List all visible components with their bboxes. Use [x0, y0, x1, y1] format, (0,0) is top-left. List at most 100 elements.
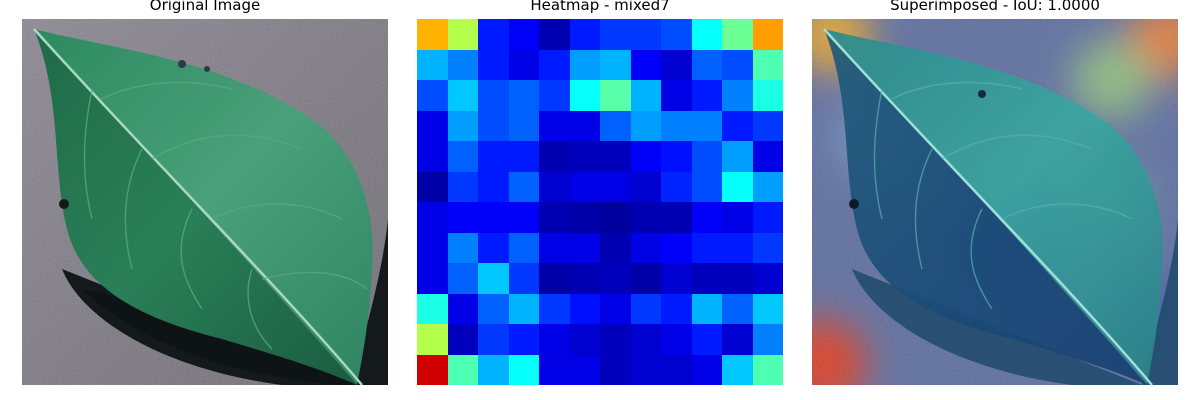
heatmap-cell [417, 263, 448, 294]
heatmap-cell [722, 141, 753, 172]
heatmap-cell [722, 80, 753, 111]
heatmap-cell [508, 110, 539, 141]
heatmap-cell [661, 232, 692, 263]
heatmap-cell [539, 141, 570, 172]
heatmap-cell [630, 19, 661, 50]
heatmap-cell [539, 202, 570, 233]
heatmap-cell [478, 324, 509, 355]
heatmap-cell [417, 202, 448, 233]
heatmap-cell [600, 19, 631, 50]
heatmap-cell [630, 49, 661, 80]
heatmap-cell [722, 202, 753, 233]
heatmap-cell [630, 293, 661, 324]
heatmap-cell [752, 49, 783, 80]
heatmap-cell [539, 293, 570, 324]
superimposed-title: Superimposed - IoU: 1.0000 [890, 0, 1100, 14]
original-image-title: Original Image [149, 0, 261, 14]
heatmap-cell [447, 263, 478, 294]
heatmap-panel [417, 19, 783, 385]
heatmap-cell [630, 171, 661, 202]
heatmap-cell [508, 49, 539, 80]
heatmap-cell [600, 324, 631, 355]
heatmap-cell [417, 49, 448, 80]
heatmap-cell [569, 324, 600, 355]
superimposed-image [812, 19, 1178, 385]
heatmap-cell [478, 19, 509, 50]
heatmap-cell [569, 171, 600, 202]
heatmap-cell [417, 141, 448, 172]
heatmap-cell [539, 110, 570, 141]
heatmap-cell [508, 232, 539, 263]
heatmap-cell [691, 354, 722, 385]
heatmap-cell [600, 202, 631, 233]
heatmap-cell [600, 141, 631, 172]
heatmap-cell [600, 232, 631, 263]
heatmap-cell [447, 293, 478, 324]
heatmap-cell [478, 110, 509, 141]
heatmap-grid [417, 19, 783, 385]
heatmap-cell [752, 19, 783, 50]
heatmap-cell [447, 354, 478, 385]
heatmap-cell [569, 263, 600, 294]
heatmap-cell [447, 19, 478, 50]
heatmap-cell [539, 324, 570, 355]
heatmap-cell [691, 263, 722, 294]
heatmap-cell [600, 354, 631, 385]
heatmap-cell [691, 171, 722, 202]
heatmap-cell [630, 354, 661, 385]
heatmap-cell [722, 263, 753, 294]
heatmap-cell [447, 110, 478, 141]
heatmap-cell [752, 232, 783, 263]
heatmap-cell [722, 49, 753, 80]
original-leaf-image [22, 19, 388, 385]
heatmap-cell [691, 232, 722, 263]
heatmap-cell [691, 202, 722, 233]
heatmap-cell [752, 80, 783, 111]
heatmap-cell [478, 202, 509, 233]
heatmap-cell [447, 80, 478, 111]
heatmap-cell [417, 19, 448, 50]
heatmap-cell [508, 141, 539, 172]
heatmap-cell [722, 19, 753, 50]
heatmap-cell [691, 80, 722, 111]
heatmap-cell [569, 110, 600, 141]
heatmap-cell [661, 263, 692, 294]
heatmap-cell [447, 202, 478, 233]
heatmap-cell [478, 171, 509, 202]
heatmap-cell [569, 202, 600, 233]
heatmap-cell [508, 80, 539, 111]
heatmap-cell [539, 171, 570, 202]
heatmap-cell [539, 19, 570, 50]
heatmap-cell [569, 293, 600, 324]
heatmap-cell [691, 110, 722, 141]
heatmap-cell [417, 232, 448, 263]
heatmap-cell [661, 80, 692, 111]
heatmap-cell [722, 354, 753, 385]
heatmap-cell [569, 80, 600, 111]
heatmap-cell [508, 19, 539, 50]
heatmap-cell [569, 49, 600, 80]
heatmap-cell [752, 293, 783, 324]
heatmap-cell [600, 80, 631, 111]
heatmap-cell [722, 293, 753, 324]
heatmap-cell [630, 141, 661, 172]
heatmap-cell [600, 49, 631, 80]
heatmap-cell [417, 354, 448, 385]
heatmap-cell [478, 354, 509, 385]
heatmap-cell [508, 293, 539, 324]
heatmap-cell [417, 293, 448, 324]
heatmap-cell [630, 324, 661, 355]
heatmap-cell [539, 232, 570, 263]
heatmap-cell [661, 202, 692, 233]
heatmap-cell [661, 110, 692, 141]
heatmap-cell [661, 324, 692, 355]
heatmap-cell [600, 293, 631, 324]
heatmap-cell [569, 354, 600, 385]
heatmap-cell [661, 293, 692, 324]
heatmap-cell [661, 141, 692, 172]
heatmap-cell [447, 324, 478, 355]
heatmap-cell [722, 110, 753, 141]
heatmap-cell [630, 110, 661, 141]
original-image-panel [22, 19, 388, 385]
